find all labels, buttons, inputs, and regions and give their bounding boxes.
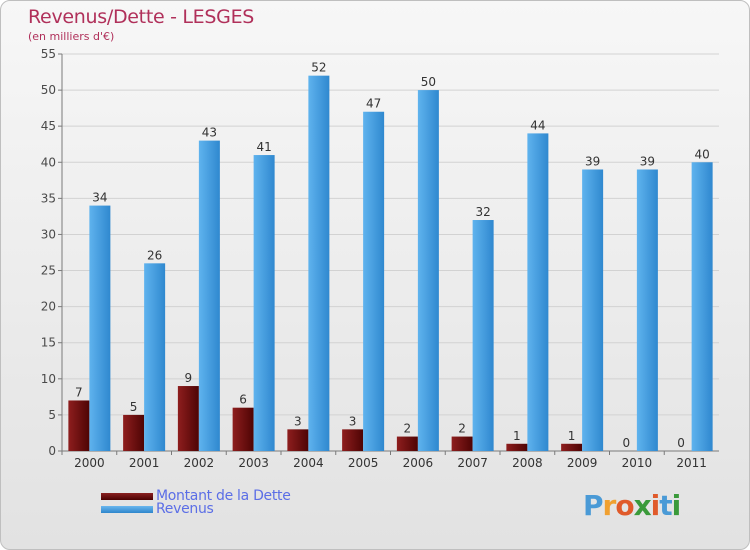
legend-swatch-dette xyxy=(101,492,153,500)
logo-letter: r xyxy=(602,489,617,522)
data-label: 7 xyxy=(75,385,83,399)
legend-item-dette: Montant de la Dette xyxy=(101,488,291,504)
bar-revenus xyxy=(417,90,439,451)
data-label: 26 xyxy=(147,248,162,262)
bar-revenus xyxy=(144,263,166,451)
bar-dette xyxy=(396,436,418,451)
y-tick-label: 15 xyxy=(41,336,56,350)
legend-item-revenus: Revenus xyxy=(101,501,214,517)
data-label: 47 xyxy=(366,97,381,111)
logo-letter: i xyxy=(671,489,682,522)
bar-revenus xyxy=(636,169,658,451)
x-tick-label: 2005 xyxy=(348,456,379,470)
y-tick-label: 45 xyxy=(41,119,56,133)
data-label: 0 xyxy=(677,436,685,450)
logo-letter: x xyxy=(633,489,652,522)
x-tick-label: 2001 xyxy=(129,456,160,470)
bar-dette xyxy=(68,400,90,451)
x-tick-label: 2010 xyxy=(622,456,653,470)
legend-swatch-revenus xyxy=(101,505,153,513)
data-label: 32 xyxy=(475,205,490,219)
x-tick-label: 2007 xyxy=(457,456,488,470)
data-label: 43 xyxy=(202,126,217,140)
bar-dette xyxy=(177,386,199,451)
bar-dette xyxy=(561,443,583,451)
data-label: 1 xyxy=(568,429,576,443)
y-tick-label: 30 xyxy=(41,227,56,241)
data-label: 39 xyxy=(640,154,655,168)
data-label: 41 xyxy=(256,140,271,154)
bar-revenus xyxy=(89,205,111,451)
chart-title: Revenus/Dette - LESGES xyxy=(28,6,255,28)
x-tick-label: 2006 xyxy=(403,456,434,470)
x-tick-label: 2009 xyxy=(567,456,598,470)
y-tick-label: 5 xyxy=(48,408,56,422)
data-label: 3 xyxy=(349,414,357,428)
y-tick-label: 50 xyxy=(41,83,56,97)
bar-revenus xyxy=(691,162,713,452)
data-label: 44 xyxy=(530,118,545,132)
y-tick-label: 35 xyxy=(41,191,56,205)
data-label: 0 xyxy=(623,436,631,450)
data-label: 6 xyxy=(239,393,247,407)
y-tick-label: 25 xyxy=(41,264,56,278)
y-tick-label: 10 xyxy=(41,372,56,386)
x-tick-label: 2011 xyxy=(676,456,707,470)
data-label: 39 xyxy=(585,154,600,168)
data-label: 50 xyxy=(421,75,436,89)
logo-letter: i xyxy=(650,489,661,522)
x-tick-label: 2008 xyxy=(512,456,543,470)
bar-revenus xyxy=(253,155,275,451)
y-tick-label: 55 xyxy=(41,47,56,61)
bar-dette xyxy=(287,429,309,451)
bar-revenus xyxy=(308,75,330,452)
data-label: 9 xyxy=(185,371,193,385)
y-tick-label: 20 xyxy=(41,300,56,314)
x-tick-label: 2002 xyxy=(184,456,215,470)
data-label: 2 xyxy=(404,422,412,436)
legend-label-dette: Montant de la Dette xyxy=(156,488,291,504)
data-label: 40 xyxy=(694,147,709,161)
logo-letter: o xyxy=(615,489,634,522)
legend-label-revenus: Revenus xyxy=(156,501,214,517)
x-tick-label: 2000 xyxy=(74,456,105,470)
chart-subtitle: (en milliers d'€) xyxy=(28,30,115,43)
bar-dette xyxy=(232,407,254,451)
bar-revenus xyxy=(363,111,385,451)
bar-dette xyxy=(506,443,528,451)
data-label: 3 xyxy=(294,414,302,428)
logo-letter: P xyxy=(583,489,604,522)
x-tick-label: 2004 xyxy=(293,456,324,470)
bar-dette xyxy=(123,414,145,451)
x-tick-label: 2003 xyxy=(238,456,269,470)
bar-revenus xyxy=(198,140,220,452)
data-label: 1 xyxy=(513,429,521,443)
data-label: 2 xyxy=(458,422,466,436)
data-label: 52 xyxy=(311,61,326,75)
data-label: 34 xyxy=(92,191,107,205)
data-label: 5 xyxy=(130,400,138,414)
bar-revenus xyxy=(582,169,604,451)
proxiti-logo: Proxiti xyxy=(583,489,682,522)
bar-revenus xyxy=(472,220,494,451)
logo-letter: t xyxy=(659,489,672,522)
y-tick-label: 0 xyxy=(48,444,56,458)
bar-dette xyxy=(342,429,364,451)
bar-revenus xyxy=(527,133,549,451)
y-tick-label: 40 xyxy=(41,155,56,169)
bar-dette xyxy=(451,436,473,451)
